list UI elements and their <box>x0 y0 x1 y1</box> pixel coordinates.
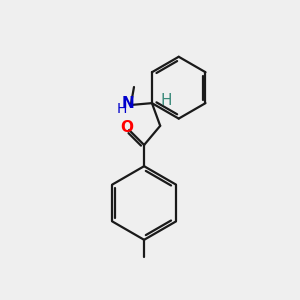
Text: H: H <box>116 101 127 116</box>
Text: H: H <box>160 93 172 108</box>
Text: O: O <box>120 120 133 135</box>
Text: N: N <box>122 96 135 111</box>
